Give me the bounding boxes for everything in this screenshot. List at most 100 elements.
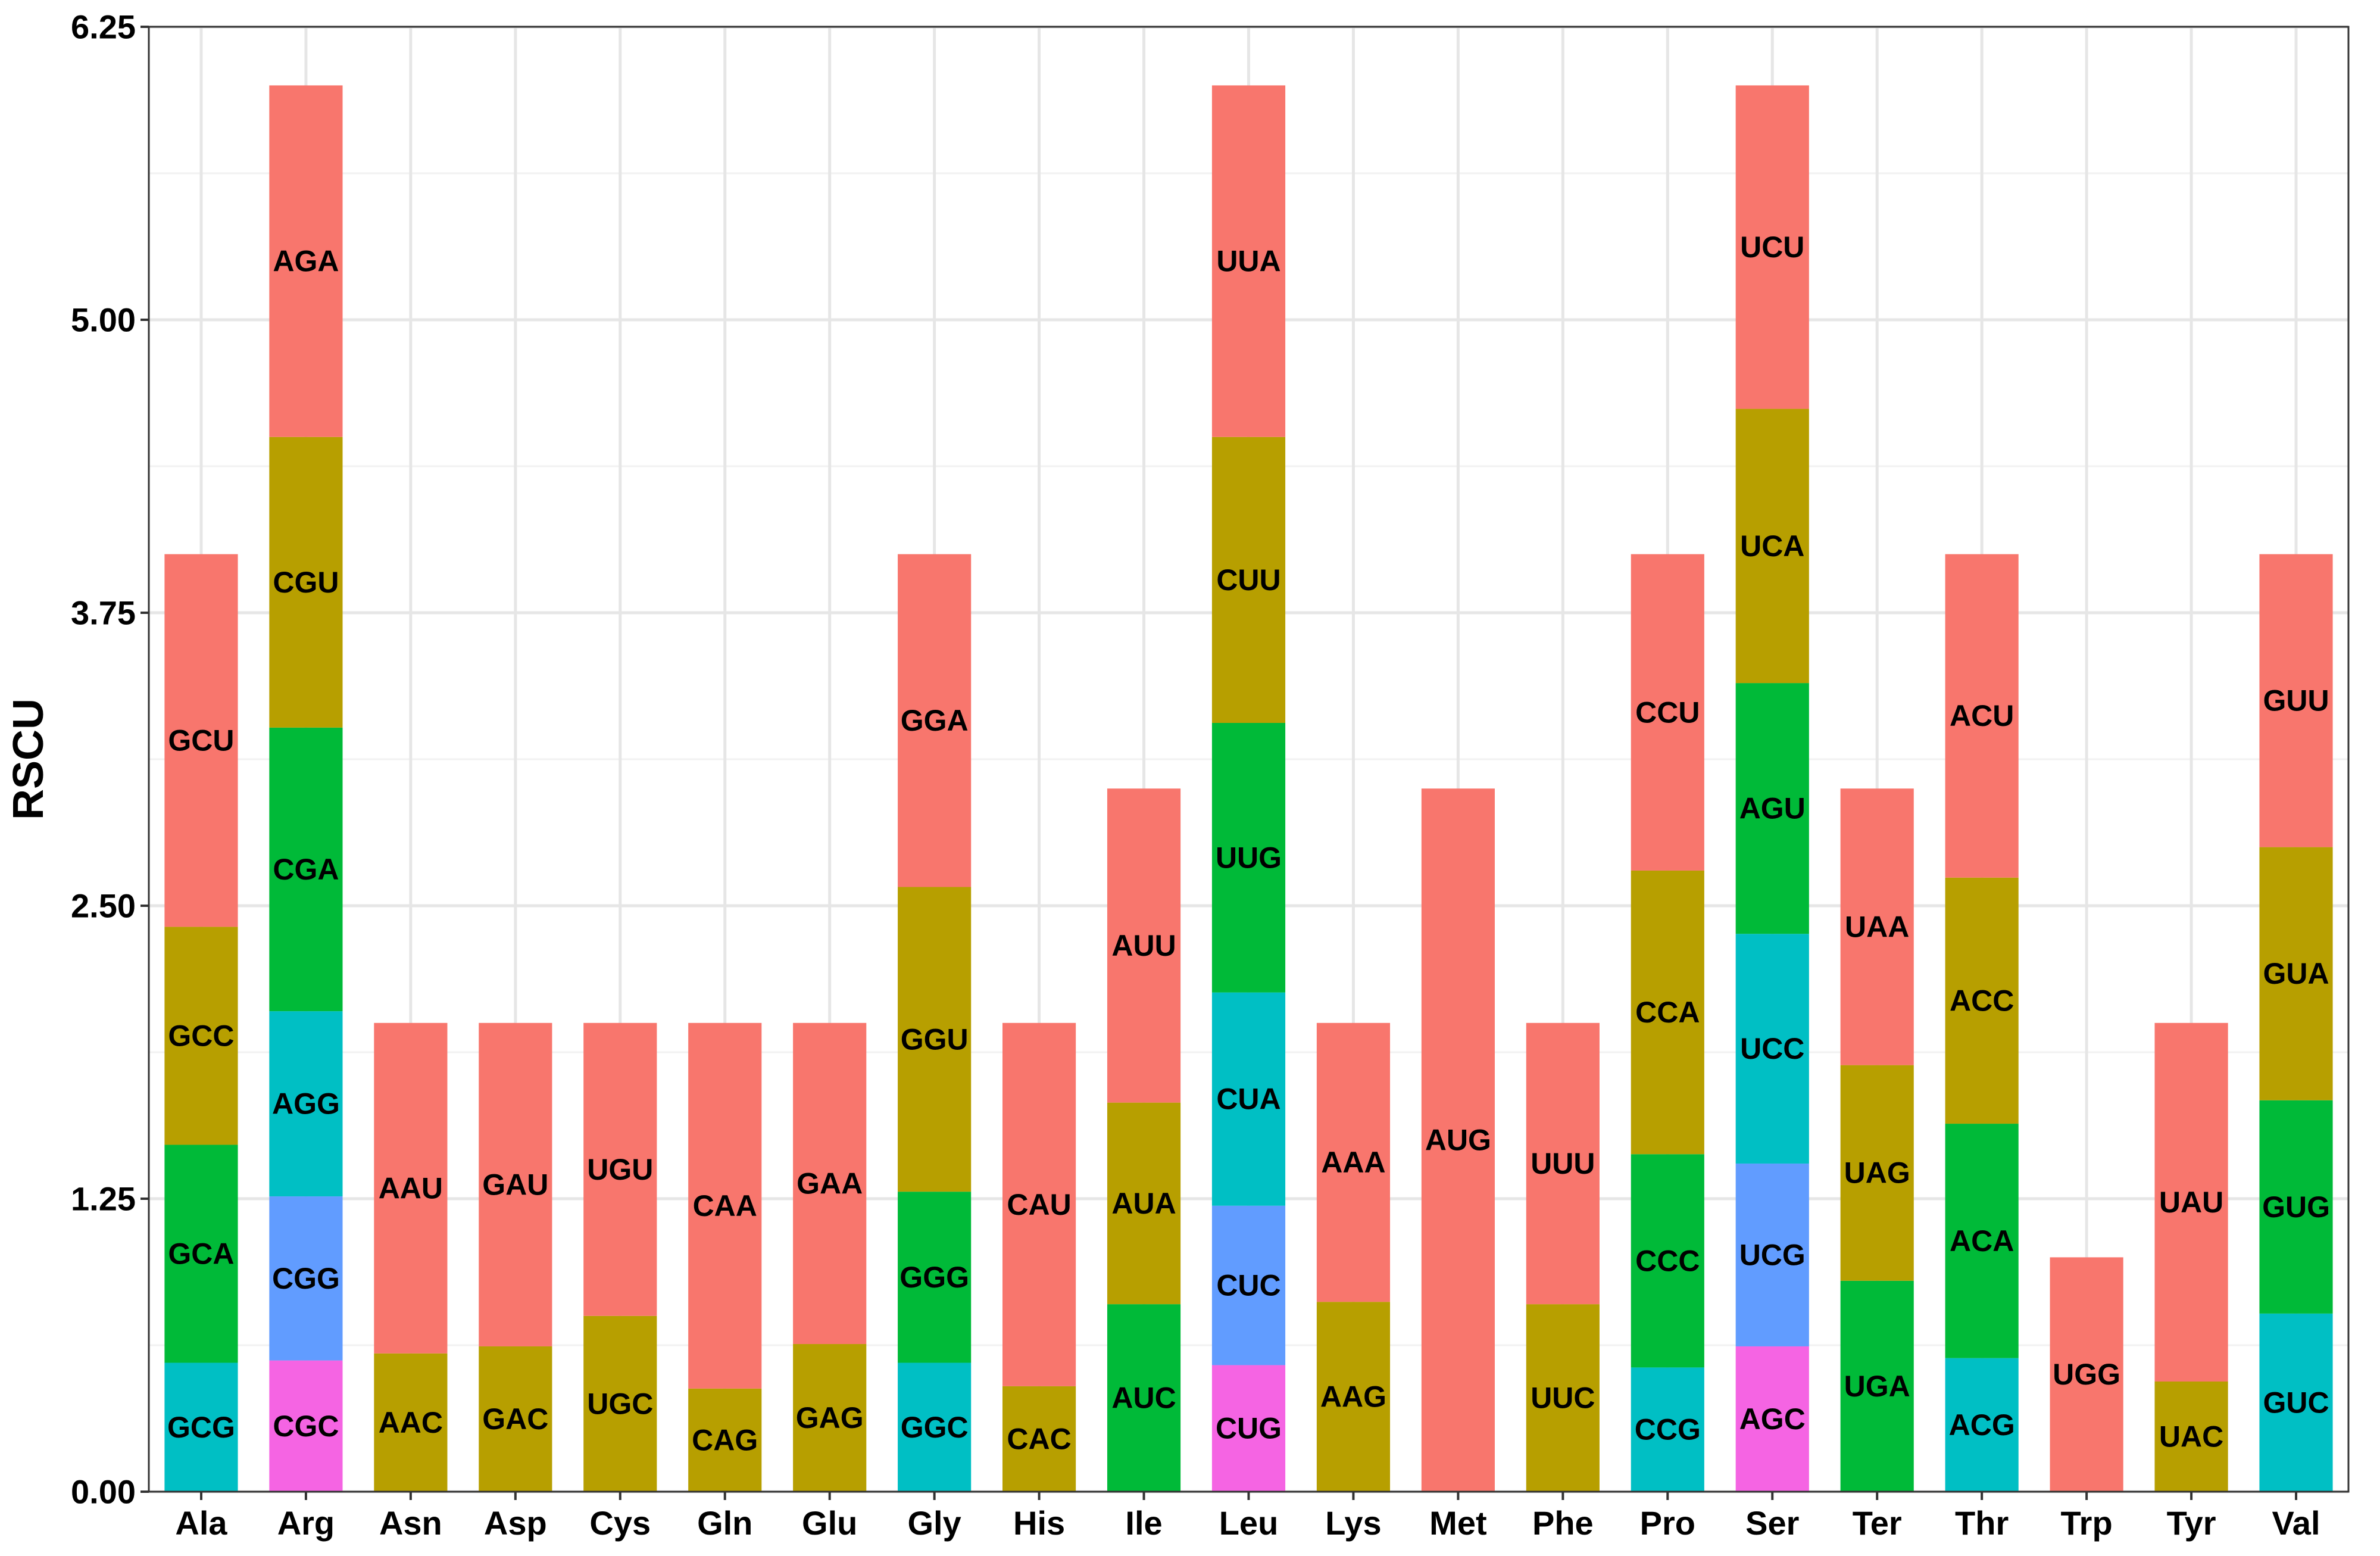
x-tick-label-leu: Leu [1219, 1504, 1279, 1542]
segment-label-uag: UAG [1844, 1156, 1910, 1190]
segment-label-cgu: CGU [273, 566, 339, 599]
y-tick-label: 5.00 [71, 301, 136, 339]
y-tick-label: 2.50 [71, 887, 136, 925]
segment-label-agu: AGU [1739, 792, 1806, 825]
segment-label-gca: GCA [168, 1237, 234, 1270]
bar-segment-acg [1945, 1358, 2019, 1492]
segment-label-cuc: CUC [1216, 1269, 1280, 1302]
segment-label-ucu: UCU [1740, 230, 1804, 264]
segment-label-gcu: GCU [168, 724, 234, 757]
segment-label-aau: AAU [379, 1171, 443, 1205]
bar-segment-uuu [1526, 1022, 1600, 1305]
bars-group: GCGGCAGCCGCUCGCCGGAGGCGACGUAGAAACAAUGACG… [164, 85, 2333, 1492]
bar-segment-gau [479, 1022, 552, 1346]
bar-segment-ucc [1735, 934, 1809, 1164]
bar-segment-cau [1002, 1022, 1076, 1386]
x-tick-label-thr: Thr [1955, 1504, 2009, 1542]
x-tick-label-gln: Gln [697, 1504, 752, 1542]
x-tick-label-gly: Gly [908, 1504, 961, 1542]
bar-segment-cgg [269, 1196, 343, 1361]
bar-ala: GCG GCA GCC GCU [164, 554, 238, 1492]
bar-segment-uag [1840, 1065, 1914, 1281]
bar-his: CAC CAU [1002, 1022, 1076, 1492]
segment-label-uac: UAC [2159, 1420, 2223, 1454]
segment-label-aua: AUA [1111, 1187, 1176, 1220]
bar-segment-cug [1211, 1365, 1286, 1492]
bar-segment-gcu [164, 554, 238, 927]
bar-glu: GAG GAA [793, 1022, 867, 1492]
segment-label-ccg: CCG [1635, 1413, 1701, 1446]
bar-segment-aag [1316, 1302, 1391, 1492]
x-tick-label-asn: Asn [379, 1504, 442, 1542]
y-tick-label: 6.25 [71, 8, 136, 46]
segment-label-cug: CUG [1216, 1412, 1282, 1445]
x-tick-label-ter: Ter [1853, 1504, 1902, 1542]
bar-segment-gcg [164, 1362, 238, 1492]
bar-segment-ggg [898, 1192, 972, 1363]
segment-label-cgc: CGC [273, 1410, 339, 1443]
bar-segment-auu [1107, 788, 1181, 1103]
bar-leu: CUG CUC CUA UUG CUU UUA [1211, 85, 1286, 1492]
y-tick-label: 0.00 [71, 1473, 136, 1511]
segment-label-ggc: GGC [901, 1411, 969, 1444]
bar-segment-ggu [898, 887, 972, 1192]
bar-segment-agc [1735, 1346, 1809, 1492]
x-tick-label-his: His [1013, 1504, 1065, 1542]
bar-segment-uca [1735, 409, 1809, 684]
bar-segment-cac [1002, 1386, 1076, 1492]
bar-segment-cca [1631, 870, 1704, 1155]
bar-segment-aau [374, 1022, 448, 1354]
bar-segment-gac [479, 1346, 552, 1492]
bar-arg: CGC CGG AGG CGA CGU AGA [269, 85, 343, 1492]
segment-label-uua: UUA [1216, 245, 1280, 278]
segment-label-gag: GAG [796, 1401, 864, 1435]
segment-label-aac: AAC [379, 1406, 443, 1439]
bar-segment-ucu [1735, 85, 1809, 409]
bar-segment-agg [269, 1011, 343, 1197]
segment-label-agc: AGC [1739, 1402, 1806, 1436]
y-axis-title: RSCU [5, 699, 52, 820]
bar-segment-uau [2154, 1022, 2228, 1382]
segment-label-cgg: CGG [272, 1262, 340, 1295]
segment-label-guc: GUC [2263, 1386, 2329, 1419]
bar-segment-ccg [1631, 1367, 1704, 1492]
bar-cys: UGC UGU [583, 1022, 657, 1492]
segment-label-gac: GAC [482, 1402, 548, 1436]
bar-segment-gaa [793, 1022, 867, 1345]
bar-segment-ugu [583, 1022, 657, 1316]
bar-segment-agu [1735, 683, 1809, 934]
bar-segment-cuu [1211, 436, 1286, 723]
bar-segment-ccc [1631, 1154, 1704, 1368]
segment-label-aca: ACA [1950, 1224, 2014, 1258]
bar-asp: GAC GAU [479, 1022, 552, 1492]
x-tick-label-ser: Ser [1745, 1504, 1799, 1542]
segment-label-cuu: CUU [1216, 563, 1280, 597]
bar-segment-uua [1211, 85, 1286, 437]
segment-label-auu: AUU [1111, 929, 1176, 962]
segment-label-cca: CCA [1635, 996, 1700, 1029]
bar-segment-gca [164, 1145, 238, 1363]
bar-tyr: UAC UAU [2154, 1022, 2228, 1492]
segment-label-uga: UGA [1844, 1370, 1910, 1403]
bar-segment-cgu [269, 436, 343, 728]
segment-label-ugc: UGC [587, 1387, 653, 1420]
x-tick-label-phe: Phe [1532, 1504, 1594, 1542]
bar-segment-ucg [1735, 1163, 1809, 1346]
bar-segment-cgc [269, 1360, 343, 1492]
bar-val: GUC GUG GUA GUU [2259, 554, 2333, 1492]
segment-label-guu: GUU [2263, 684, 2329, 718]
bar-segment-ugg [2050, 1257, 2123, 1492]
bar-segment-acc [1945, 877, 2019, 1124]
bar-segment-caa [688, 1022, 762, 1389]
bar-segment-auc [1107, 1304, 1181, 1492]
x-tick-label-tyr: Tyr [2167, 1504, 2216, 1542]
segment-label-uaa: UAA [1845, 910, 1909, 943]
segment-label-aaa: AAA [1321, 1146, 1385, 1179]
bar-segment-aua [1107, 1102, 1181, 1305]
bar-lys: AAG AAA [1316, 1022, 1391, 1492]
x-tick-label-val: Val [2272, 1504, 2320, 1542]
segment-label-uca: UCA [1740, 529, 1804, 563]
segment-label-acu: ACU [1950, 699, 2014, 732]
bar-segment-guu [2259, 554, 2333, 847]
